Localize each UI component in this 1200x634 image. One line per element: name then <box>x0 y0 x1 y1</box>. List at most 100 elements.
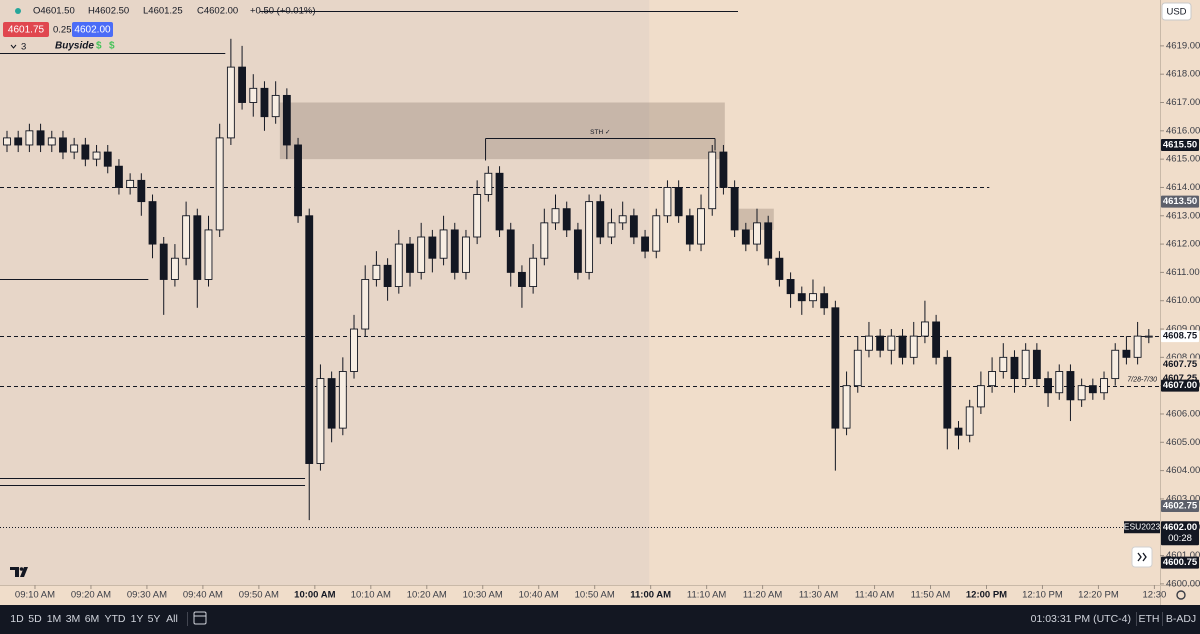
legend-header: 4601.75 0.25 4602.00 3 Buyside $ $ USD O… <box>3 2 1192 53</box>
candle-body <box>708 151 717 210</box>
range-button[interactable]: 5D <box>28 613 42 625</box>
x-tick-label: 10:00 AM <box>294 590 335 601</box>
range-button[interactable]: 3M <box>66 613 81 625</box>
x-tick-label: 09:40 AM <box>183 590 223 601</box>
candle-body <box>1144 335 1153 338</box>
clock[interactable]: 01:03:31 PM (UTC-4) <box>1031 613 1131 625</box>
range-button[interactable]: 1Y <box>131 613 144 625</box>
range-button[interactable]: YTD <box>105 613 126 625</box>
currency-button[interactable] <box>1161 2 1192 21</box>
y-tick-label: 4609.00 <box>1166 324 1200 335</box>
candle-body <box>238 66 246 103</box>
status-dot <box>15 8 21 14</box>
x-tick-label: 11:40 AM <box>855 590 895 601</box>
adjustment[interactable]: B-ADJ <box>1166 613 1196 625</box>
candle-body <box>954 427 963 436</box>
candle-body <box>1044 378 1052 394</box>
x-tick-label: 11:30 AM <box>799 590 839 601</box>
candle-body <box>3 137 11 146</box>
candle-body <box>1077 385 1086 401</box>
bid-box[interactable] <box>3 22 49 37</box>
candle-body <box>842 385 851 429</box>
bottom-toolbar <box>0 605 1200 634</box>
candle-body <box>204 229 213 280</box>
candle-body <box>988 371 997 387</box>
session[interactable]: ETH <box>1139 613 1160 625</box>
price-marker <box>1161 379 1199 392</box>
candle-body <box>126 179 135 188</box>
candle-body <box>865 335 873 351</box>
indicator-name[interactable]: Buyside <box>55 41 94 52</box>
candle-body <box>719 151 728 188</box>
y-tick-label: 4611.00 <box>1166 267 1200 278</box>
x-tick-label: 12:20 PM <box>1078 590 1119 601</box>
candle-body <box>47 137 56 146</box>
candle-body <box>786 279 795 295</box>
candle-body <box>115 165 123 188</box>
scroll-to-end[interactable] <box>1131 546 1153 568</box>
candle-body <box>562 208 571 231</box>
range-button[interactable]: 5Y <box>148 613 161 625</box>
candle-body <box>529 257 538 288</box>
price-marker <box>1161 138 1199 151</box>
candle-body <box>629 215 638 238</box>
price-marker <box>1161 499 1199 512</box>
ask-box[interactable] <box>72 22 113 37</box>
price-marker-label: 4608.75 <box>1163 331 1198 342</box>
price-marker-label: 4607.75 <box>1163 359 1198 370</box>
price-marker <box>1161 195 1199 208</box>
ohlc-value: H4602.50 <box>88 6 129 17</box>
candle-body <box>25 130 34 146</box>
plot-area: STH ✓ 7/28-7/30 <box>0 0 1160 585</box>
range-button[interactable]: 6M <box>85 613 100 625</box>
symbol-tag-label: ESU2023 <box>1124 521 1161 531</box>
y-tick-label: 4615.00 <box>1166 154 1200 165</box>
candle-body <box>14 137 23 146</box>
ohlc-value: O4601.50 <box>33 6 75 17</box>
price-marker <box>1161 358 1199 371</box>
y-tick-label: 4606.00 <box>1166 408 1200 419</box>
candle-body <box>1111 349 1120 380</box>
candle-body <box>932 321 941 358</box>
candle-body <box>943 356 952 429</box>
candle-body <box>193 215 202 280</box>
session-shade <box>0 0 650 585</box>
candle-body <box>428 236 437 259</box>
badge: $ <box>109 41 115 52</box>
candle-body <box>753 222 761 245</box>
collapse-icon[interactable] <box>10 44 17 49</box>
candle-body <box>585 201 594 273</box>
scroll-button[interactable] <box>1131 546 1153 568</box>
candle-body <box>473 194 482 238</box>
candle-body <box>607 222 616 238</box>
candle-body <box>540 222 549 259</box>
range-button[interactable]: 1M <box>47 613 62 625</box>
candle-body <box>1066 371 1075 401</box>
date-range-icon[interactable] <box>193 611 207 625</box>
range-button[interactable]: 1D <box>10 613 24 625</box>
candle-body <box>417 236 426 273</box>
currency: USD <box>1166 7 1186 18</box>
candle-body <box>887 335 896 351</box>
x-tick-label: 11:50 AM <box>911 590 951 601</box>
candle-body <box>876 335 885 351</box>
chevron <box>1142 552 1147 562</box>
candle-body <box>1021 349 1030 380</box>
candle-body <box>641 236 649 252</box>
range-button[interactable]: All <box>166 613 178 625</box>
x-tick-label: 09:30 AM <box>127 590 167 601</box>
candle-body <box>271 94 280 118</box>
candle-body <box>249 87 258 103</box>
candle-body <box>327 378 336 429</box>
y-tick-label: 4617.00 <box>1166 97 1200 108</box>
candle-body <box>999 356 1008 372</box>
sth-label: STH ✓ <box>590 129 610 136</box>
chevron <box>1137 552 1142 562</box>
settings-gear[interactable] <box>1176 590 1186 600</box>
x-tick-label: 10:10 AM <box>351 590 391 601</box>
bid-price: 4601.75 <box>8 25 45 36</box>
candle-body <box>764 222 773 259</box>
y-tick-label: 4618.00 <box>1166 69 1200 80</box>
